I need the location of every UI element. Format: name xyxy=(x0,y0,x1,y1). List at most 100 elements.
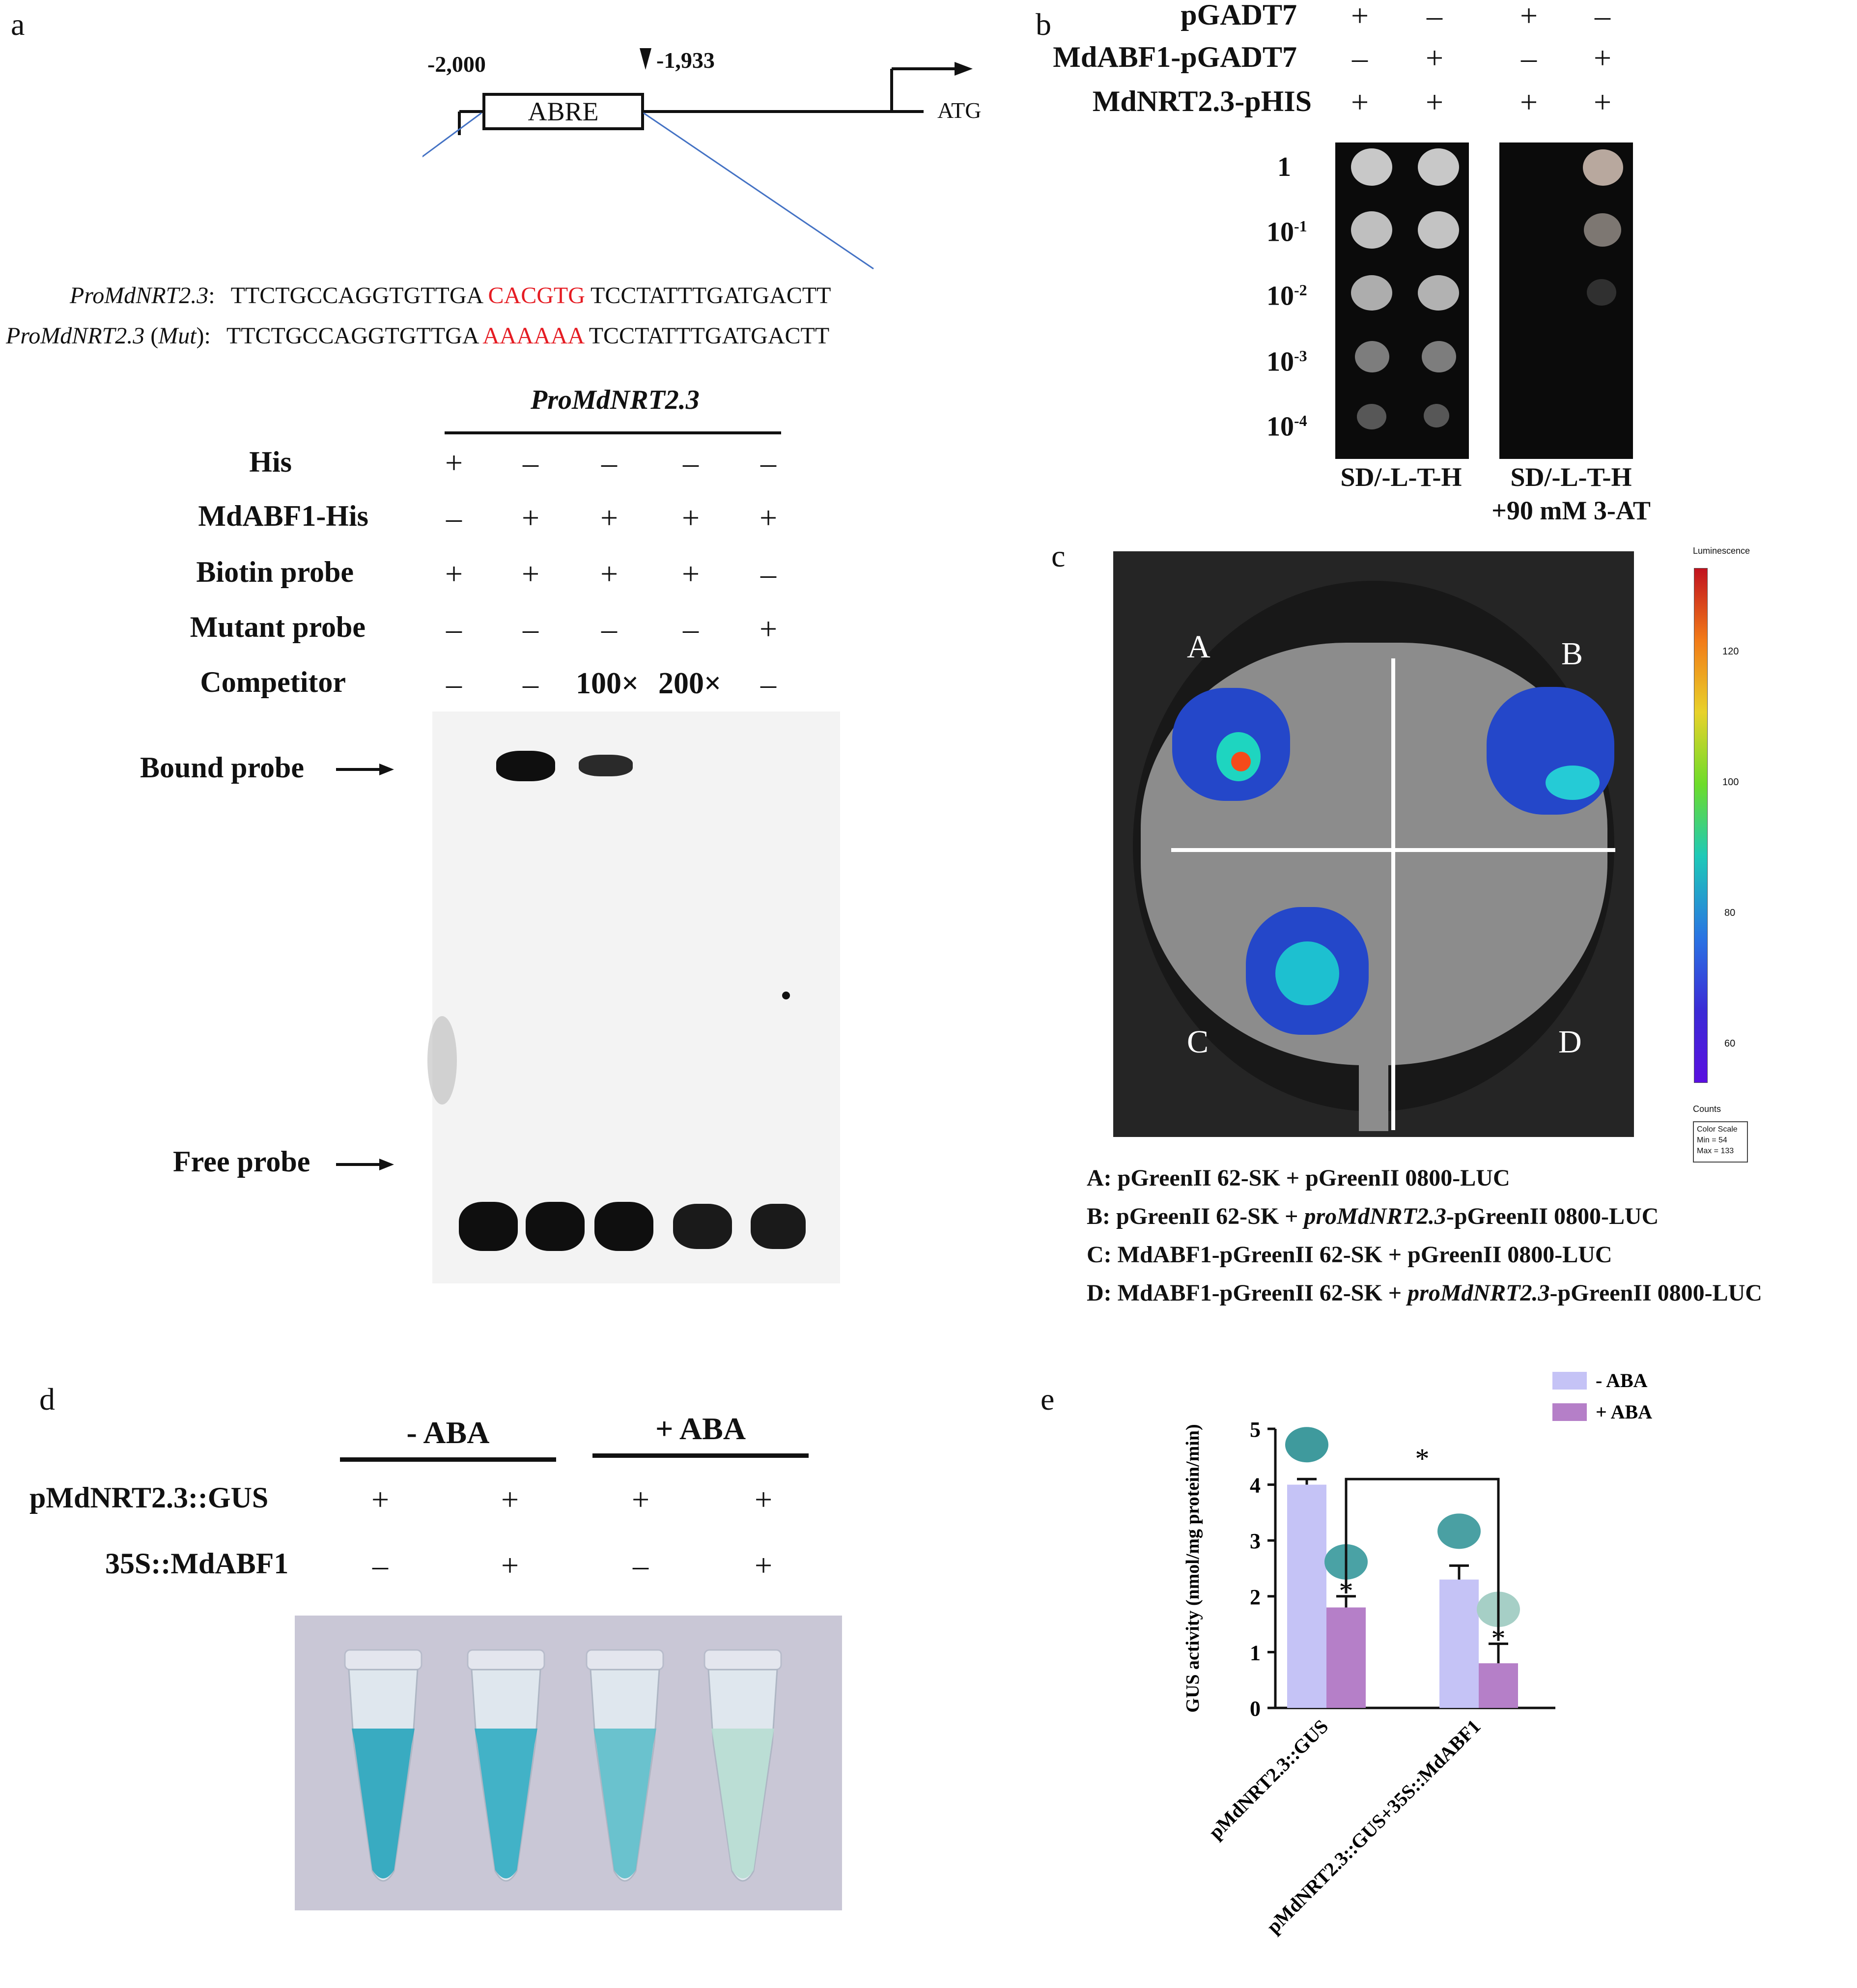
emsa-row-label-2: Biotin probe xyxy=(196,556,354,588)
tube xyxy=(586,1649,664,1882)
plate-sd-lth-3at xyxy=(1499,142,1633,459)
y1h-sign: + xyxy=(1593,85,1612,119)
dilution-label: 10-3 xyxy=(1266,346,1307,377)
y1h-sign: + xyxy=(1519,85,1538,119)
scale-counts: Counts xyxy=(1693,1104,1721,1114)
seq-wt-name: ProMdNRT2.3 xyxy=(70,283,209,309)
panel-b-letter: b xyxy=(1036,7,1051,42)
bound-band-lane2 xyxy=(496,751,555,781)
quadrant-a-label: A xyxy=(1187,629,1210,665)
emsa-sign: + xyxy=(759,611,778,646)
emsa-row-label-1: MdABF1-His xyxy=(198,500,368,532)
yeast-spot xyxy=(1351,148,1392,186)
color-scale-bar xyxy=(1694,568,1708,1083)
y-tick-label: 3 xyxy=(1250,1529,1261,1553)
y-tick-label: 2 xyxy=(1250,1585,1261,1609)
yeast-spot xyxy=(1418,275,1459,311)
emsa-sign: – xyxy=(446,611,462,646)
legend-swatch xyxy=(1552,1372,1587,1390)
y1h-sign: + xyxy=(1593,40,1612,75)
emsa-sign: + xyxy=(600,500,619,535)
bound-band-lane3 xyxy=(579,755,633,776)
emsa-sign: – xyxy=(760,445,776,480)
dilution-label: 10-2 xyxy=(1266,281,1307,312)
emsa-row-label-4: Competitor xyxy=(200,666,346,698)
yeast-spot xyxy=(1422,341,1456,372)
plus-aba-header: + ABA xyxy=(655,1411,746,1446)
y1h-sign: – xyxy=(1595,0,1610,33)
yeast-spot xyxy=(1584,213,1621,247)
y1h-sign: – xyxy=(1521,40,1537,75)
seq-wt-suffix: TCCTATTTGATGACTT xyxy=(591,283,831,309)
scale-tick: 100 xyxy=(1722,777,1739,788)
emsa-sign: – xyxy=(446,666,462,701)
emsa-competitor-200: 200× xyxy=(658,667,722,700)
seq-wt-motif: CACGTG xyxy=(488,283,585,309)
panel-c-letter: c xyxy=(1051,539,1066,573)
y1h-sign: + xyxy=(1351,0,1369,33)
yeast-spot xyxy=(1351,211,1392,249)
plus-aba-line xyxy=(592,1453,809,1458)
emsa-sign: – xyxy=(760,666,776,701)
free-band-lane1 xyxy=(459,1202,518,1251)
atg-label: ATG xyxy=(937,98,982,123)
tissue-blob xyxy=(1285,1427,1328,1463)
leaf-stalk xyxy=(1359,1043,1388,1131)
yeast-spot xyxy=(1587,279,1616,306)
emsa-sign: – xyxy=(523,611,538,646)
panel-d-letter: d xyxy=(39,1382,55,1417)
dilution-label: 10-4 xyxy=(1266,411,1307,442)
lum-spot-a xyxy=(1172,688,1290,801)
gus-sign: + xyxy=(371,1482,390,1517)
emsa-sign: + xyxy=(521,556,540,591)
free-probe-label: Free probe xyxy=(173,1145,310,1178)
panel-a-letter: a xyxy=(11,7,25,42)
tubes xyxy=(344,1649,782,1882)
y1h-sign: – xyxy=(1352,40,1368,75)
bound-probe-arrow xyxy=(336,764,394,775)
promoter-site-label: -1,933 xyxy=(656,48,715,73)
y-axis-label: GUS activity (nmol/mg protein/min) xyxy=(1182,1424,1203,1712)
bound-probe-label: Bound probe xyxy=(140,751,305,784)
y-tick-label: 0 xyxy=(1250,1697,1261,1721)
free-band-lane5 xyxy=(751,1204,806,1249)
y1h-row-label-1: MdABF1-pGADT7 xyxy=(1053,41,1297,73)
y1h-sign: + xyxy=(1519,0,1538,33)
bar xyxy=(1479,1663,1518,1708)
free-band-lane3 xyxy=(594,1202,653,1251)
emsa-row-label-0: His xyxy=(249,446,292,478)
gus-sign: + xyxy=(501,1482,519,1517)
minus-aba-header: - ABA xyxy=(406,1415,490,1450)
quadrant-d-label: D xyxy=(1558,1024,1582,1060)
emsa-header-line xyxy=(445,431,781,434)
promoter-schematic xyxy=(422,48,973,270)
seq-mut-suffix: TCCTATTTGATGACTT xyxy=(589,323,830,349)
yeast-spot xyxy=(1351,275,1392,311)
scale-info-box: Color Scale Min = 54 Max = 133 xyxy=(1693,1121,1748,1163)
gus-sign: – xyxy=(372,1548,388,1583)
gus-row-label-1: 35S::MdABF1 xyxy=(105,1547,289,1580)
emsa-sign: + xyxy=(445,556,463,591)
y1h-sign: + xyxy=(1351,85,1369,119)
seq-mut-motif: AAAAAA xyxy=(482,323,584,349)
legend-swatch xyxy=(1552,1403,1587,1421)
quadrant-b-label: B xyxy=(1561,636,1583,672)
gus-sign: + xyxy=(754,1548,773,1583)
abre-box-label: ABRE xyxy=(528,97,599,126)
bar xyxy=(1439,1579,1479,1708)
luc-legend-a: A: pGreenII 62-SK + pGreenII 0800-LUC xyxy=(1087,1165,1510,1191)
emsa-sign: + xyxy=(600,556,619,591)
emsa-sign: – xyxy=(683,445,699,480)
free-band-lane4 xyxy=(673,1204,732,1249)
y1h-sign: – xyxy=(1427,0,1442,33)
lum-spot-b xyxy=(1487,687,1614,815)
yeast-spot xyxy=(1357,404,1386,429)
luciferase-image: A B C D xyxy=(1113,551,1634,1137)
luc-legend-b: B: pGreenII 62-SK + proMdNRT2.3-pGreenII… xyxy=(1087,1203,1659,1229)
plate2-label-line1: SD/-L-T-H xyxy=(1510,462,1632,492)
divider-vertical xyxy=(1391,658,1395,1130)
tube xyxy=(703,1649,782,1882)
seq-mut-prefix: TTCTGCCAGGTGTTGA xyxy=(226,323,478,349)
emsa-sign: – xyxy=(601,445,617,480)
